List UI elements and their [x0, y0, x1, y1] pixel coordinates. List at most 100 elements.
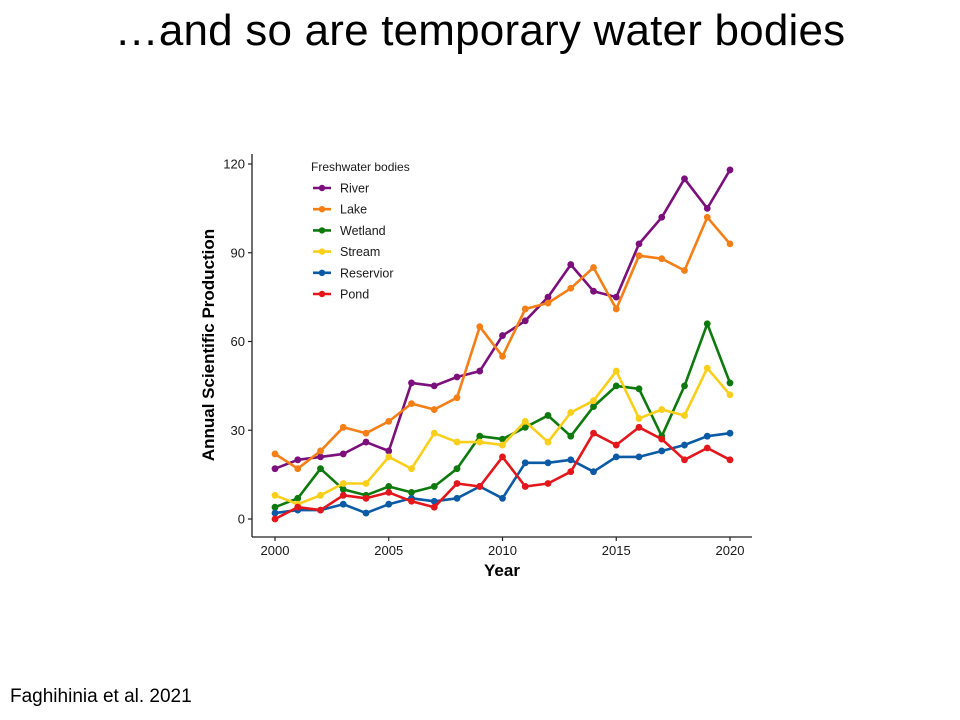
- y-tick-label: 60: [231, 334, 245, 349]
- legend-swatch-point: [318, 269, 326, 276]
- legend-label: Pond: [340, 288, 369, 302]
- slide-title: …and so are temporary water bodies: [114, 6, 846, 55]
- legend-label: Lake: [340, 203, 367, 217]
- x-tick-label: 2015: [602, 543, 631, 558]
- data-point-lake: [726, 240, 734, 248]
- data-point-pond: [271, 515, 279, 523]
- data-point-wetland: [681, 382, 688, 390]
- data-point-wetland: [271, 503, 279, 511]
- data-point-pond: [385, 488, 393, 496]
- chart-axes: [251, 154, 752, 538]
- data-point-river: [453, 373, 461, 381]
- data-point-pond: [658, 435, 666, 443]
- data-point-pond: [453, 480, 461, 487]
- data-point-stream: [726, 391, 734, 399]
- legend-item-pond: Pond: [313, 288, 369, 302]
- data-point-river: [385, 447, 393, 455]
- data-point-wetland: [612, 382, 620, 390]
- data-point-stream: [703, 364, 711, 372]
- series-stream: [271, 364, 734, 508]
- data-point-stream: [612, 367, 620, 375]
- data-point-pond: [476, 483, 484, 490]
- data-point-stream: [681, 412, 688, 419]
- legend-item-stream: Stream: [313, 245, 380, 259]
- data-point-pond: [317, 506, 324, 514]
- data-point-lake: [362, 429, 370, 437]
- data-point-pond: [294, 503, 302, 511]
- data-point-lake: [658, 255, 666, 263]
- data-point-river: [317, 453, 324, 461]
- data-point-stream: [567, 409, 575, 416]
- citation: Faghihinia et al. 2021: [10, 686, 192, 707]
- data-point-lake: [499, 352, 506, 360]
- data-point-stream: [271, 491, 279, 499]
- data-point-reservior: [726, 429, 734, 437]
- data-point-reservior: [385, 500, 393, 508]
- data-point-reservior: [521, 459, 529, 467]
- data-point-wetland: [385, 483, 393, 490]
- data-point-reservior: [362, 509, 370, 517]
- data-point-stream: [658, 406, 666, 413]
- data-point-pond: [681, 456, 688, 464]
- x-tick-label: 2000: [261, 543, 290, 558]
- legend-item-wetland: Wetland: [313, 224, 386, 238]
- data-point-reservior: [453, 494, 461, 502]
- data-point-reservior: [499, 494, 506, 502]
- data-point-pond: [544, 480, 552, 487]
- data-point-stream: [317, 491, 324, 499]
- data-point-pond: [408, 497, 415, 505]
- data-point-stream: [339, 480, 347, 487]
- data-point-lake: [635, 252, 643, 260]
- data-point-stream: [430, 429, 438, 437]
- series-reservior: [271, 429, 734, 517]
- data-point-stream: [590, 397, 597, 405]
- y-tick-label: 30: [231, 423, 245, 438]
- data-point-pond: [612, 441, 620, 449]
- series-line-wetland: [274, 322, 732, 509]
- data-point-stream: [476, 438, 484, 446]
- data-point-lake: [294, 465, 302, 473]
- data-point-reservior: [681, 441, 688, 449]
- legend-swatch-point: [318, 227, 326, 234]
- y-tick-label: 90: [231, 245, 245, 260]
- legend-label: Reservior: [340, 266, 394, 280]
- series-river: [271, 166, 734, 473]
- series-lake: [271, 213, 734, 473]
- x-tick-label: 2005: [374, 543, 403, 558]
- data-point-wetland: [408, 488, 415, 496]
- data-point-river: [590, 287, 597, 295]
- data-point-pond: [635, 423, 643, 431]
- y-tick-label: 0: [238, 512, 245, 527]
- data-point-lake: [476, 323, 484, 331]
- data-point-wetland: [567, 432, 575, 440]
- legend-label: Stream: [340, 245, 380, 259]
- legend-item-river: River: [313, 182, 369, 196]
- data-point-stream: [453, 438, 461, 446]
- data-point-wetland: [476, 432, 484, 440]
- x-tick-label: 2020: [716, 543, 745, 558]
- x-tick-label: 2010: [488, 543, 517, 558]
- data-point-reservior: [658, 447, 666, 455]
- data-point-reservior: [590, 468, 597, 476]
- data-point-lake: [681, 267, 688, 274]
- data-point-wetland: [635, 385, 643, 393]
- data-point-river: [476, 367, 484, 375]
- data-point-wetland: [453, 465, 461, 473]
- data-point-pond: [362, 494, 370, 502]
- legend-label: River: [340, 182, 369, 196]
- data-point-river: [499, 332, 506, 339]
- legend: Freshwater bodies River Lake Wetland Stream…: [311, 160, 410, 302]
- data-point-river: [567, 261, 575, 268]
- data-point-wetland: [703, 320, 711, 328]
- data-point-lake: [317, 447, 324, 455]
- data-point-wetland: [339, 486, 347, 493]
- data-point-reservior: [567, 456, 575, 464]
- data-point-wetland: [430, 483, 438, 490]
- y-ticks: 0 30 60 90 120: [223, 157, 252, 527]
- data-point-river: [294, 456, 302, 464]
- data-point-stream: [635, 415, 643, 422]
- data-point-river: [612, 293, 620, 301]
- data-point-river: [544, 293, 552, 301]
- data-point-river: [658, 213, 666, 221]
- data-point-reservior: [430, 497, 438, 505]
